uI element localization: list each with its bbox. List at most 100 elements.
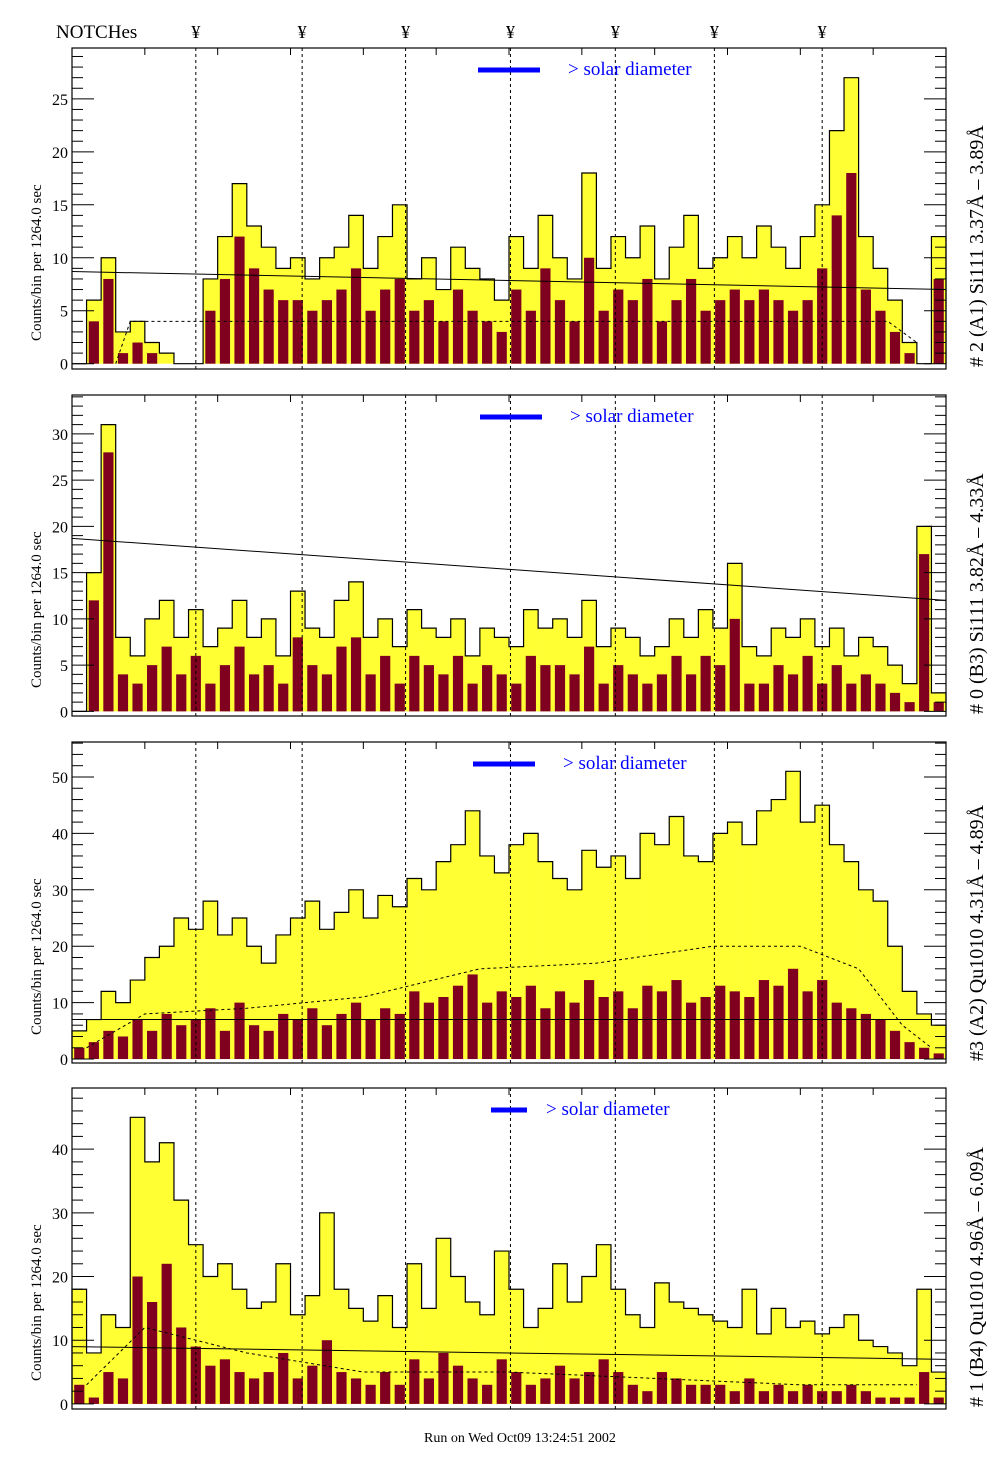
panel-1: 0 5 10 15 20 25 30 Counts/bin per 1264.0 sec # 0…: [29, 394, 988, 721]
notch-symbols: ¥ ¥ ¥ ¥ ¥ ¥ ¥: [191, 22, 826, 42]
bar-total: [363, 1321, 379, 1404]
bar-subset: [744, 1378, 755, 1404]
bar-subset: [715, 300, 726, 364]
bar-subset: [919, 1047, 930, 1060]
bar-subset: [380, 1372, 391, 1404]
y-tick-label: 20: [52, 519, 68, 536]
bar-subset: [482, 665, 493, 712]
bar-subset: [190, 1019, 201, 1060]
bar-total: [873, 1346, 889, 1404]
bar-subset: [467, 310, 478, 364]
bar-subset: [656, 1372, 668, 1404]
bar-subset: [744, 300, 755, 364]
y-tick-label: 10: [52, 251, 68, 268]
bar-subset: [380, 1008, 391, 1060]
bar-total: [771, 1308, 787, 1404]
bar-subset: [278, 1352, 289, 1404]
bar-subset: [554, 1365, 566, 1404]
y-axis-label: Counts/bin per 1264.0 sec: [29, 184, 45, 341]
bar-subset: [860, 1013, 871, 1060]
bar-subset: [234, 646, 245, 712]
bar-subset: [598, 996, 609, 1060]
panel-2: 0 10 20 30 40 50 Counts/bin per 1264.0 sec #3 (…: [29, 741, 988, 1069]
bar-subset: [846, 683, 857, 712]
bar-subset: [205, 1008, 216, 1060]
bar-subset: [161, 646, 172, 712]
bar-subset: [263, 1372, 274, 1404]
bar-subset: [875, 1397, 886, 1404]
bar-subset: [904, 1042, 915, 1060]
bar-total: [217, 934, 233, 1060]
bar-subset: [132, 342, 143, 364]
bar-subset: [321, 1025, 333, 1060]
histogram-outline: [72, 424, 947, 712]
panel-title: #3 (A2) Qu1010 4.31Å – 4.89Å: [966, 804, 988, 1061]
bar-subset: [205, 683, 216, 712]
panel-title: # 0 (B3) Si111 3.82Å – 4.33Å: [966, 473, 988, 714]
bar-subset: [409, 991, 420, 1060]
bar-subset: [423, 1002, 434, 1060]
bar-subset: [904, 1397, 915, 1404]
bar-subset: [584, 1372, 595, 1404]
bar-subset: [307, 1008, 318, 1060]
bar-subset: [846, 1008, 857, 1060]
bar-subset: [817, 1391, 828, 1404]
bar-subset: [292, 1378, 303, 1404]
bar-subset: [336, 289, 347, 364]
y-tick-label: 20: [52, 145, 68, 162]
y-tick-label: 0: [60, 1052, 68, 1069]
bar-subset: [627, 300, 638, 364]
bar-total: [916, 1013, 932, 1060]
y-tick-label: 0: [60, 357, 68, 374]
bar-subset: [321, 1340, 333, 1404]
bar-subset: [889, 1397, 901, 1404]
bar-subset: [540, 1008, 551, 1060]
bar-subset: [540, 268, 551, 364]
bar-subset: [554, 665, 566, 712]
bar-subset: [758, 1391, 770, 1404]
bar-subset: [919, 554, 930, 712]
bar-subset: [831, 1002, 842, 1060]
bar-subset: [438, 996, 449, 1060]
notches-label: NOTCHes: [56, 22, 137, 43]
y-tick-label: 10: [52, 1333, 68, 1350]
bar-subset: [627, 674, 638, 712]
bar-subset: [205, 310, 216, 364]
trend-line: [71, 537, 947, 601]
bar-subset: [773, 665, 784, 712]
bar-subset: [729, 1391, 740, 1404]
bar-subset: [642, 1391, 653, 1404]
y-tick-label: 40: [52, 826, 68, 843]
bar-subset: [205, 1365, 216, 1404]
bar-subset: [467, 974, 478, 1060]
smoothed-dashed-curve: [115, 320, 918, 364]
bar-subset: [685, 278, 697, 364]
bar-subset: [671, 655, 682, 712]
bar-subset: [642, 683, 653, 712]
bar-subset: [147, 1030, 158, 1060]
bar-subset: [248, 674, 260, 712]
bar-subset: [613, 665, 624, 712]
bar-total: [159, 353, 175, 364]
y-tick-label: 10: [52, 996, 68, 1013]
bar-total: [625, 1314, 641, 1404]
bar-subset: [758, 683, 770, 712]
bar-subset: [248, 1025, 260, 1060]
bar-subset: [147, 665, 158, 712]
y-tick-label: 0: [60, 1397, 68, 1414]
bar-subset: [700, 1384, 711, 1404]
bar-subset: [715, 665, 726, 712]
bar-subset: [321, 300, 333, 364]
bar-subset: [350, 1378, 362, 1404]
bar-subset: [292, 300, 303, 364]
bar-subset: [234, 1372, 245, 1404]
bar-subset: [292, 1019, 303, 1060]
bar-total: [742, 1289, 757, 1404]
bar-subset: [496, 1359, 507, 1404]
bar-subset: [700, 655, 711, 712]
bar-subset: [394, 1384, 405, 1404]
bar-subset: [554, 300, 566, 364]
bar-subset: [656, 674, 668, 712]
bar-subset: [147, 353, 158, 364]
bar-subset: [409, 1359, 420, 1404]
